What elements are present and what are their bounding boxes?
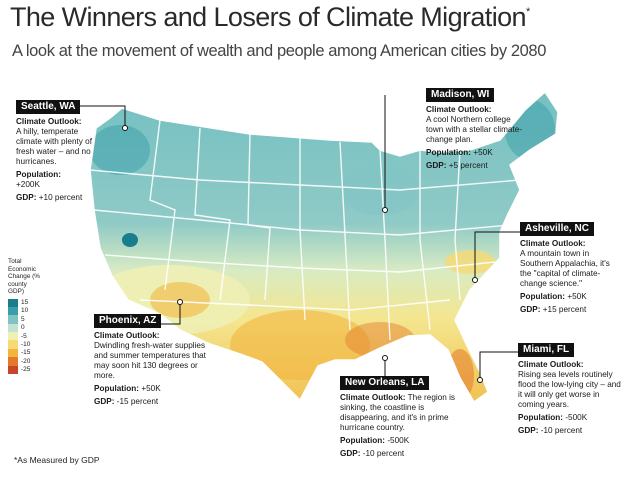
- legend-scale: 15 10 5 0 -5 -10 -15 -20 -25: [8, 298, 42, 375]
- legend-swatch: [8, 323, 18, 333]
- legend-entry: 10: [8, 306, 42, 316]
- legend-label: -15: [21, 349, 31, 357]
- page-subtitle: A look at the movement of wealth and peo…: [12, 42, 546, 60]
- seattle-marker: [122, 125, 128, 131]
- callout-new-orleans: New Orleans, LA Climate Outlook: The reg…: [340, 376, 455, 458]
- legend-swatch: [8, 332, 18, 341]
- legend-entry: 15: [8, 298, 42, 307]
- legend-title: Total Economic Change (% county GDP): [8, 258, 40, 295]
- legend-entry: -20: [8, 357, 42, 366]
- callout-phoenix: Phoenix, AZ Climate Outlook: Dwindling f…: [94, 314, 206, 406]
- page-title: The Winners and Losers of Climate Migrat…: [10, 2, 530, 32]
- legend-label: -5: [21, 332, 27, 340]
- footnote: *As Measured by GDP: [14, 455, 100, 465]
- legend-label: 5: [21, 315, 25, 323]
- callout-phoenix-city: Phoenix, AZ: [94, 314, 162, 328]
- legend-label: -25: [21, 366, 31, 374]
- legend-swatch: [8, 306, 18, 316]
- legend-entry: -25: [8, 365, 42, 375]
- legend-label: 0: [21, 324, 25, 332]
- leader-lines: [75, 95, 520, 380]
- legend-entry: -10: [8, 340, 42, 349]
- legend-entry: 5: [8, 315, 42, 324]
- legend-label: -10: [21, 340, 31, 348]
- legend-swatch: [8, 315, 18, 324]
- legend-entry: -5: [8, 332, 42, 341]
- new-orleans-marker: [382, 355, 388, 361]
- city-markers: [122, 125, 483, 383]
- miami-marker: [477, 377, 483, 383]
- callout-asheville-city: Asheville, NC: [520, 222, 594, 236]
- callout-seattle-city: Seattle, WA: [16, 100, 81, 114]
- callout-miami-city: Miami, FL: [518, 343, 575, 357]
- legend-label: -20: [21, 357, 31, 365]
- legend-swatch: [8, 298, 18, 307]
- legend-swatch: [8, 348, 18, 358]
- legend-entry: 0: [8, 323, 42, 333]
- legend-label: 15: [21, 298, 29, 306]
- callout-asheville: Asheville, NC Climate Outlook: A mountai…: [520, 222, 610, 314]
- phoenix-marker: [177, 299, 183, 305]
- legend-swatch: [8, 365, 18, 375]
- callout-madison: Madison, WI Climate Outlook: A cool Nort…: [426, 88, 523, 170]
- state-borders: [90, 119, 521, 341]
- callout-madison-city: Madison, WI: [426, 88, 495, 102]
- us-outline: [89, 90, 559, 404]
- madison-marker: [382, 207, 388, 213]
- callout-miami: Miami, FL Climate Outlook: Rising sea le…: [518, 343, 621, 435]
- callout-seattle: Seattle, WA Climate Outlook: A hilly, te…: [16, 100, 92, 202]
- legend-label: 10: [21, 307, 29, 315]
- legend-entry: -15: [8, 348, 42, 358]
- legend-swatch: [8, 357, 18, 366]
- color-legend: Total Economic Change (% county GDP) 15 1…: [8, 258, 42, 375]
- callout-new-orleans-city: New Orleans, LA: [340, 376, 430, 390]
- legend-swatch: [8, 340, 18, 349]
- asheville-marker: [472, 277, 478, 283]
